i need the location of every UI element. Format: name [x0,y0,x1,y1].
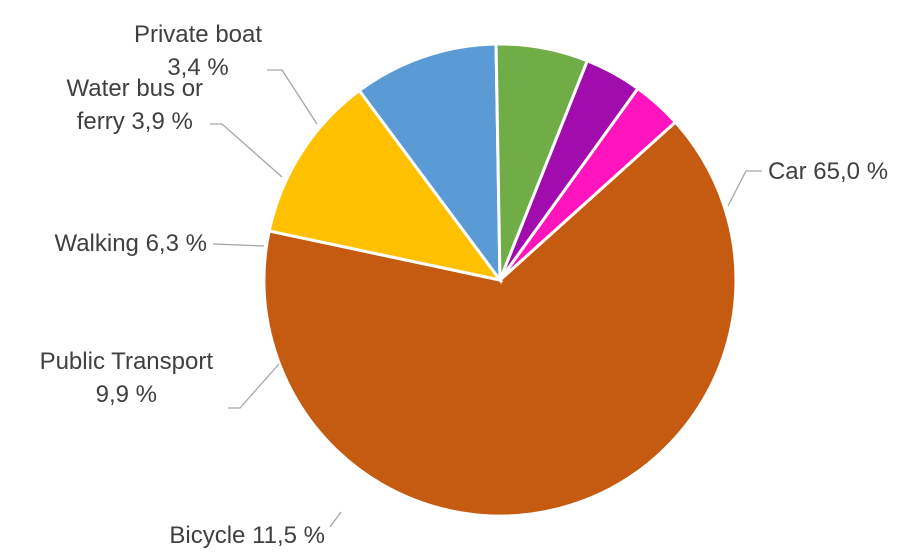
leader-line [212,243,265,247]
data-label: Car 65,0 % [768,158,888,185]
pie-slices [262,42,738,518]
data-label: Water bus or ferry 3,9 % [67,75,204,135]
slice-labels: Car 65,0 % Bicycle 11,5 % Public Transport… [40,21,888,549]
leader-line [727,170,762,207]
pie-slice-public-transport [357,42,502,285]
data-label: Bicycle 11,5 % [169,522,325,549]
leader-line [267,69,318,125]
leader-line [210,123,283,178]
pie-slice-private-boat [498,86,678,282]
leader-lines [210,69,762,528]
data-label: Walking 6,3 % [54,230,207,257]
data-label: Private boat 3,4 % [134,21,262,81]
pie-slice-bicycle [267,88,504,283]
pie-slice-car [262,119,738,518]
leader-line [329,511,342,528]
leader-line [228,363,280,409]
data-label: Public Transport 9,9 % [40,348,214,408]
